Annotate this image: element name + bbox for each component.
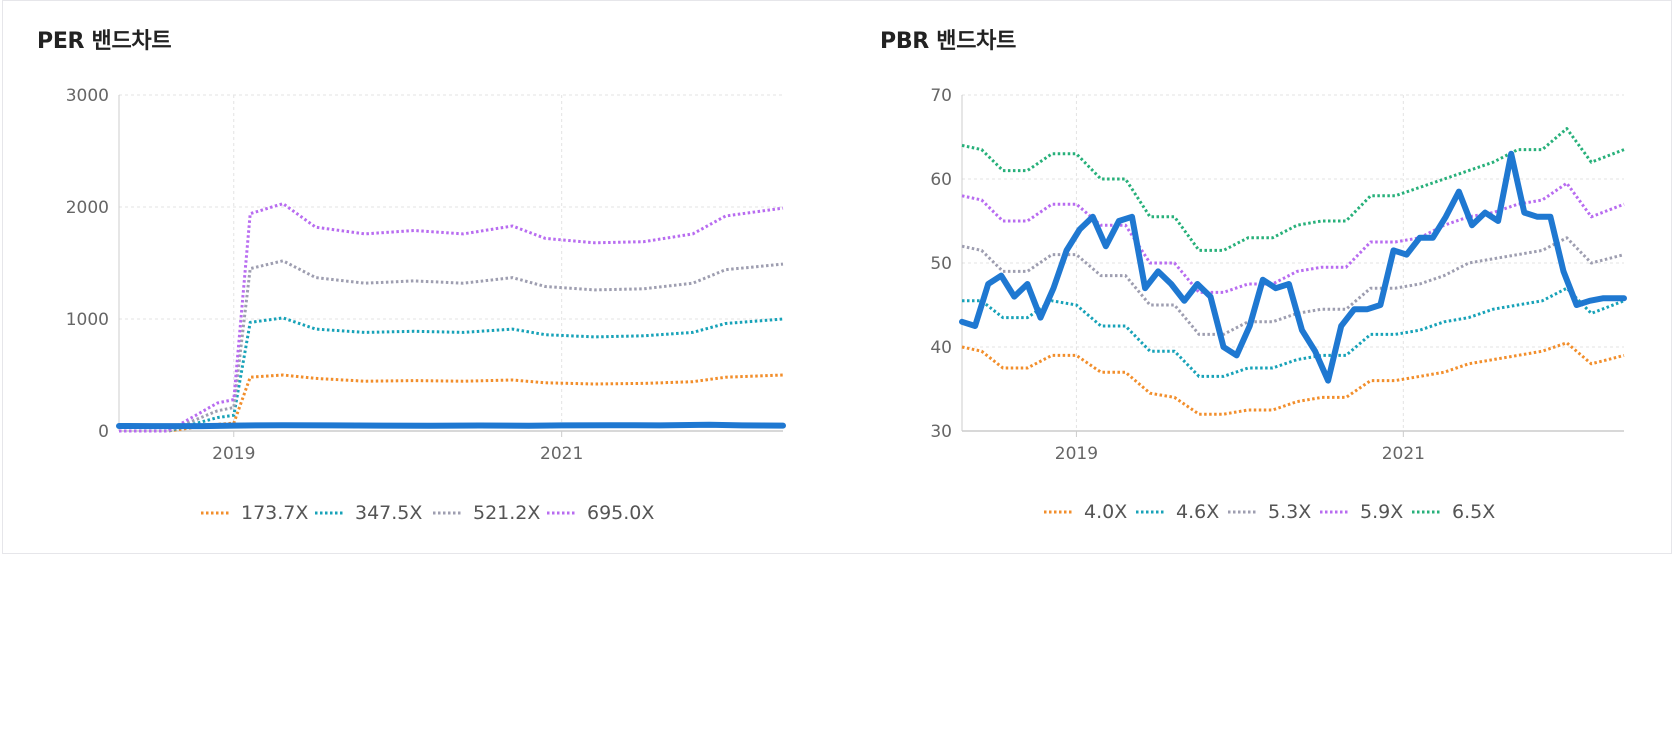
per-chart-title: PER 밴드차트 bbox=[37, 29, 172, 54]
per-legend-item[interactable]: 695.0X bbox=[547, 502, 654, 524]
pbr-y-tick-label: 30 bbox=[930, 422, 952, 442]
pbr-band-chart-panel: PBR 밴드차트 30 40 50 60 70 2019 2021 4.0X 4.6X 5.3X 5… bbox=[846, 0, 1672, 554]
pbr-x-tick-label: 2019 bbox=[1055, 444, 1098, 464]
pbr-legend-item[interactable]: 5.9X bbox=[1320, 501, 1403, 523]
pbr-band-line-4-0x bbox=[961, 341, 1625, 416]
per-price-line bbox=[116, 421, 786, 430]
pbr-band-line-6-5x bbox=[961, 127, 1625, 252]
pbr-price-line bbox=[959, 150, 1627, 384]
pbr-band-line-4-6x bbox=[962, 286, 1625, 378]
pbr-legend-label: 4.6X bbox=[1176, 501, 1219, 523]
per-x-tick-label: 2021 bbox=[540, 444, 583, 464]
pbr-legend-label: 6.5X bbox=[1452, 501, 1495, 523]
per-legend-label: 521.2X bbox=[473, 502, 540, 524]
per-legend-label: 347.5X bbox=[355, 502, 422, 524]
per-y-tick-label: 0 bbox=[98, 422, 109, 442]
pbr-y-tick-label: 70 bbox=[930, 86, 952, 106]
per-x-tick-label: 2019 bbox=[212, 444, 255, 464]
per-legend-item[interactable]: 173.7X bbox=[201, 502, 308, 524]
pbr-legend-item[interactable]: 4.0X bbox=[1044, 501, 1127, 523]
pbr-x-tick-label: 2021 bbox=[1382, 444, 1425, 464]
per-legend-label: 695.0X bbox=[587, 502, 654, 524]
per-y-tick-label: 2000 bbox=[66, 198, 109, 218]
per-y-tick-label: 3000 bbox=[66, 86, 109, 106]
pbr-band-line-5-3x bbox=[961, 236, 1625, 336]
per-legend-item[interactable]: 521.2X bbox=[433, 502, 540, 524]
per-band-line-695-0x bbox=[119, 202, 784, 433]
pbr-y-tick-label: 40 bbox=[930, 338, 952, 358]
pbr-legend-label: 5.9X bbox=[1360, 501, 1403, 523]
pbr-legend-item[interactable]: 5.3X bbox=[1228, 501, 1311, 523]
per-band-line-521-2x bbox=[119, 259, 784, 433]
per-band-line-347-5x bbox=[119, 316, 784, 433]
pbr-chart-title: PBR 밴드차트 bbox=[880, 29, 1017, 54]
pbr-legend-item[interactable]: 6.5X bbox=[1412, 501, 1495, 523]
pbr-legend-label: 5.3X bbox=[1268, 501, 1311, 523]
pbr-band-line-5-9x bbox=[961, 181, 1625, 294]
per-band-chart-panel: PER 밴드차트 0 1000 2000 3000 2019 2021 173.7X 347.… bbox=[2, 0, 847, 554]
per-legend-label: 173.7X bbox=[241, 502, 308, 524]
per-band-chart: 0 1000 2000 3000 2019 2021 173.7X 347.5X 521.2X 6… bbox=[66, 86, 786, 524]
per-y-tick-label: 1000 bbox=[66, 310, 109, 330]
pbr-band-chart: 30 40 50 60 70 2019 2021 4.0X 4.6X 5.3X 5.9X 6.5X bbox=[930, 86, 1627, 523]
pbr-legend-label: 4.0X bbox=[1084, 501, 1127, 523]
pbr-y-tick-label: 50 bbox=[930, 254, 952, 274]
per-legend-item[interactable]: 347.5X bbox=[315, 502, 422, 524]
pbr-legend-item[interactable]: 4.6X bbox=[1136, 501, 1219, 523]
pbr-y-tick-label: 60 bbox=[930, 170, 952, 190]
